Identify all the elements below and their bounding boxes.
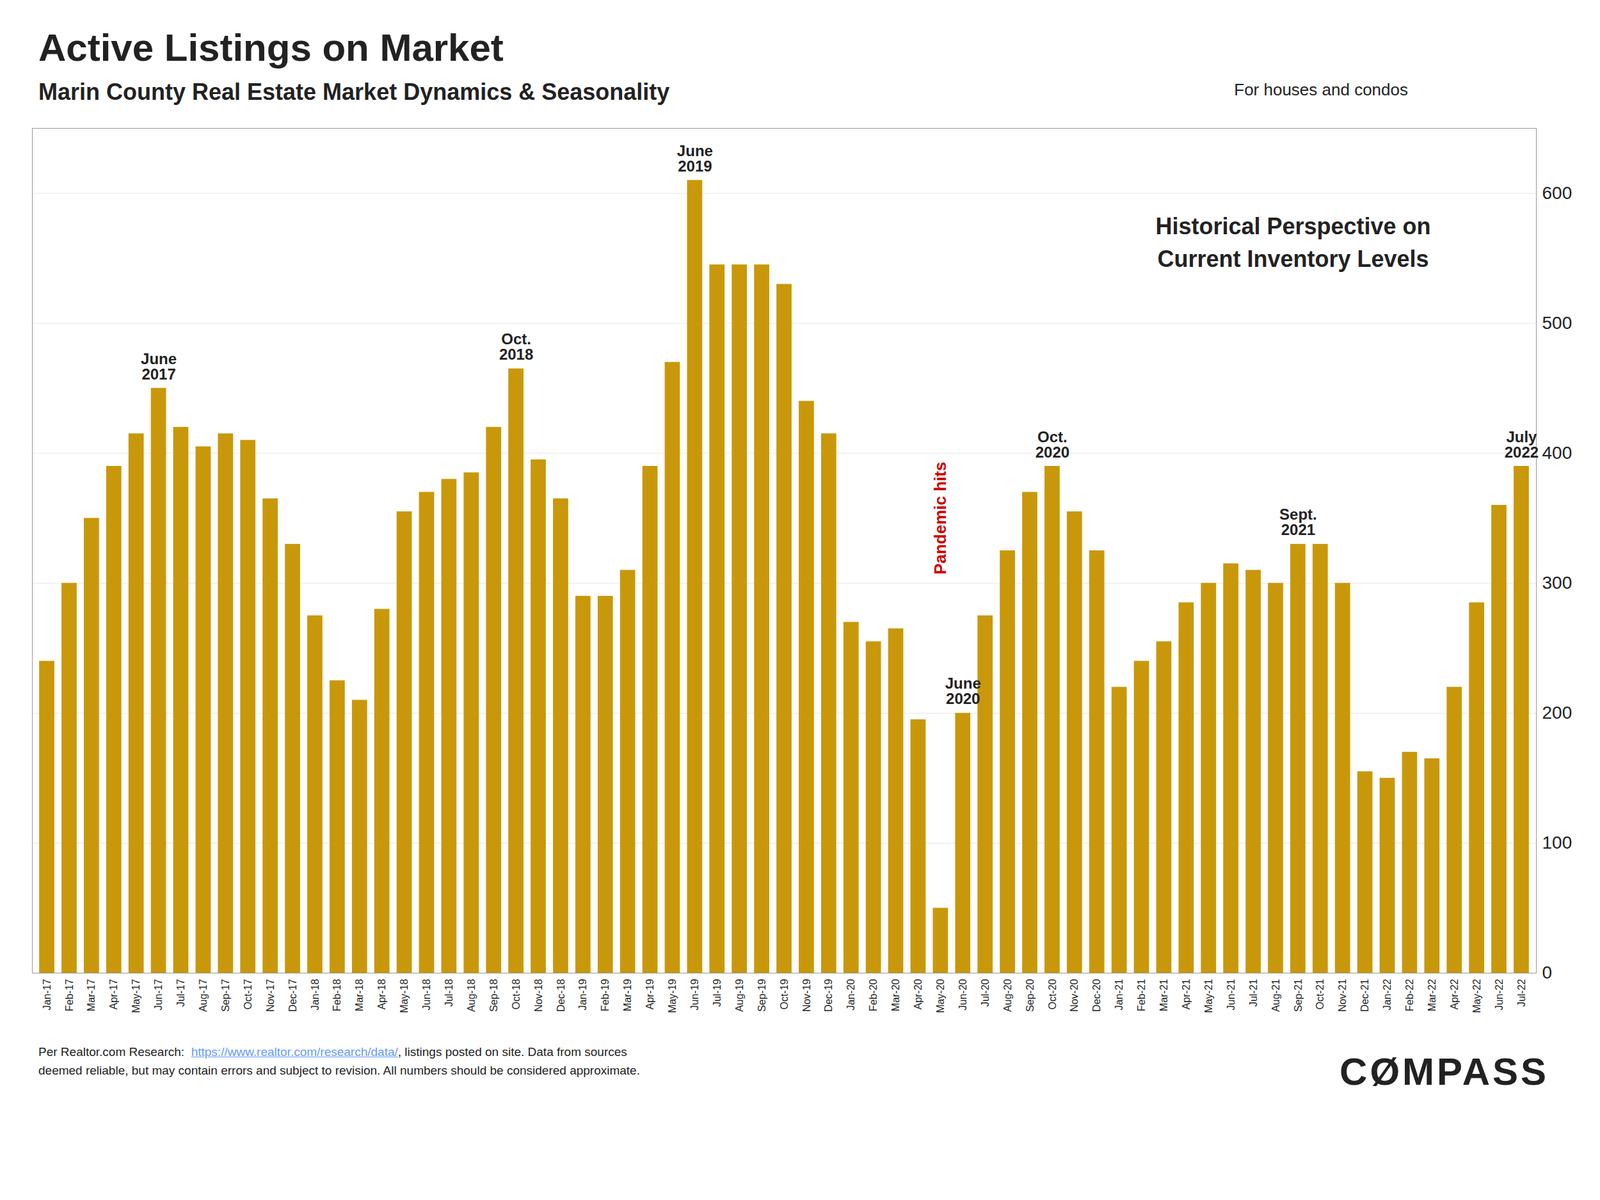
svg-text:Oct-19: Oct-19 (778, 978, 790, 1010)
html-text:CØMPASS: CØMPASS (1339, 1050, 1549, 1094)
html-text:For houses and condos: For houses and condos (1234, 80, 1408, 100)
svg-text:May-18: May-18 (398, 978, 410, 1013)
html-text:Active Listings on Market: Active Listings on Market (38, 26, 504, 70)
svg-text:Oct-18: Oct-18 (510, 978, 522, 1010)
svg-text:Jan-18: Jan-18 (309, 978, 321, 1010)
svg-text:Sep-17: Sep-17 (220, 978, 232, 1012)
svg-text:Jan-19: Jan-19 (577, 978, 589, 1010)
svg-text:Apr-20: Apr-20 (912, 978, 924, 1010)
svg-text:Feb-17: Feb-17 (64, 978, 75, 1012)
svg-text:Jan-22: Jan-22 (1381, 978, 1393, 1010)
svg-text:Mar-20: Mar-20 (890, 978, 902, 1012)
svg-text:Feb-21: Feb-21 (1136, 978, 1147, 1012)
svg-text:Jun-21: Jun-21 (1225, 978, 1237, 1010)
svg-text:200: 200 (1542, 702, 1573, 723)
svg-text:0: 0 (1542, 962, 1553, 983)
svg-text:May-22: May-22 (1471, 978, 1483, 1013)
svg-text:Jan-21: Jan-21 (1113, 978, 1125, 1010)
svg-text:Apr-22: Apr-22 (1448, 978, 1460, 1010)
svg-text:Dec-18: Dec-18 (555, 978, 567, 1012)
svg-text:Jul-19: Jul-19 (711, 978, 723, 1007)
html-text:Marin County Real Estate Marke: Marin County Real Estate Market Dynamics… (38, 78, 670, 105)
svg-text:400: 400 (1542, 442, 1573, 463)
svg-text:Oct.2020: Oct.2020 (1035, 428, 1070, 461)
svg-text:Jul-20: Jul-20 (979, 978, 991, 1007)
svg-text:Apr-18: Apr-18 (376, 978, 388, 1010)
html-text:Per Realtor.com Research: http: Per Realtor.com Research: https://www.re… (38, 1045, 628, 1059)
svg-text:Oct-20: Oct-20 (1047, 978, 1058, 1010)
svg-text:Feb-19: Feb-19 (599, 978, 611, 1012)
svg-text:Dec-19: Dec-19 (823, 978, 834, 1012)
svg-text:June2020: June2020 (945, 674, 982, 708)
svg-text:Feb-18: Feb-18 (331, 978, 343, 1012)
svg-text:Aug-20: Aug-20 (1002, 978, 1014, 1012)
svg-text:Oct-17: Oct-17 (242, 978, 254, 1010)
svg-text:Apr-17: Apr-17 (108, 978, 120, 1010)
svg-text:Jul-17: Jul-17 (175, 978, 187, 1007)
svg-text:Jan-20: Jan-20 (845, 978, 857, 1010)
svg-text:Nov-20: Nov-20 (1068, 978, 1080, 1012)
svg-text:500: 500 (1542, 312, 1573, 333)
svg-text:Jul-21: Jul-21 (1248, 978, 1259, 1007)
svg-text:Jun-22: Jun-22 (1493, 978, 1505, 1010)
svg-text:Dec-17: Dec-17 (287, 978, 299, 1012)
svg-text:Mar-17: Mar-17 (85, 978, 97, 1012)
svg-text:Sep-19: Sep-19 (756, 978, 768, 1012)
svg-text:June2019: June2019 (677, 142, 713, 175)
svg-text:Nov-18: Nov-18 (533, 978, 544, 1012)
svg-text:Feb-22: Feb-22 (1404, 978, 1416, 1012)
svg-text:Sep-21: Sep-21 (1292, 978, 1304, 1012)
svg-text:June2017: June2017 (140, 350, 177, 383)
svg-text:Nov-17: Nov-17 (264, 978, 276, 1012)
svg-text:Historical Perspective onCurre: Historical Perspective onCurrent Invento… (1155, 213, 1431, 272)
svg-text:Feb-20: Feb-20 (867, 978, 879, 1012)
svg-text:Oct-21: Oct-21 (1314, 978, 1326, 1010)
svg-text:Jul-22: Jul-22 (1516, 978, 1528, 1007)
svg-text:600: 600 (1542, 183, 1573, 203)
svg-text:Jun-19: Jun-19 (689, 978, 701, 1010)
svg-text:Nov-19: Nov-19 (801, 978, 813, 1012)
svg-text:Mar-19: Mar-19 (622, 978, 633, 1012)
svg-text:May-17: May-17 (130, 978, 142, 1013)
svg-text:Jun-17: Jun-17 (152, 978, 164, 1010)
svg-text:July2022: July2022 (1504, 428, 1539, 461)
svg-text:May-20: May-20 (935, 978, 946, 1013)
svg-text:Sep-18: Sep-18 (488, 978, 500, 1012)
svg-text:Apr-21: Apr-21 (1180, 978, 1192, 1010)
svg-text:300: 300 (1542, 572, 1573, 593)
svg-text:100: 100 (1542, 832, 1573, 853)
svg-text:Pandemic hits: Pandemic hits (930, 462, 950, 575)
svg-text:Aug-17: Aug-17 (197, 978, 209, 1012)
html-text:deemed reliable, but may conta: deemed reliable, but may contain errors … (38, 1063, 640, 1077)
svg-text:Oct.2018: Oct.2018 (499, 330, 534, 363)
svg-text:Mar-21: Mar-21 (1158, 978, 1170, 1012)
svg-text:Apr-19: Apr-19 (644, 978, 656, 1010)
svg-text:Jan-17: Jan-17 (41, 978, 53, 1010)
svg-text:Dec-21: Dec-21 (1359, 978, 1371, 1012)
svg-text:Jun-20: Jun-20 (957, 978, 969, 1010)
svg-text:Aug-19: Aug-19 (734, 978, 745, 1012)
svg-text:Mar-18: Mar-18 (353, 978, 365, 1012)
svg-text:Jun-18: Jun-18 (421, 978, 432, 1010)
svg-text:Nov-21: Nov-21 (1336, 978, 1348, 1012)
svg-text:Dec-20: Dec-20 (1091, 978, 1103, 1012)
svg-text:Aug-18: Aug-18 (465, 978, 477, 1012)
svg-text:May-21: May-21 (1203, 978, 1215, 1013)
svg-text:Mar-22: Mar-22 (1426, 978, 1438, 1012)
svg-text:May-19: May-19 (666, 978, 678, 1013)
svg-text:Jul-18: Jul-18 (443, 978, 455, 1007)
svg-text:Sep-20: Sep-20 (1024, 978, 1036, 1012)
svg-text:Sept.2021: Sept.2021 (1279, 505, 1318, 539)
svg-text:Aug-21: Aug-21 (1270, 978, 1282, 1012)
